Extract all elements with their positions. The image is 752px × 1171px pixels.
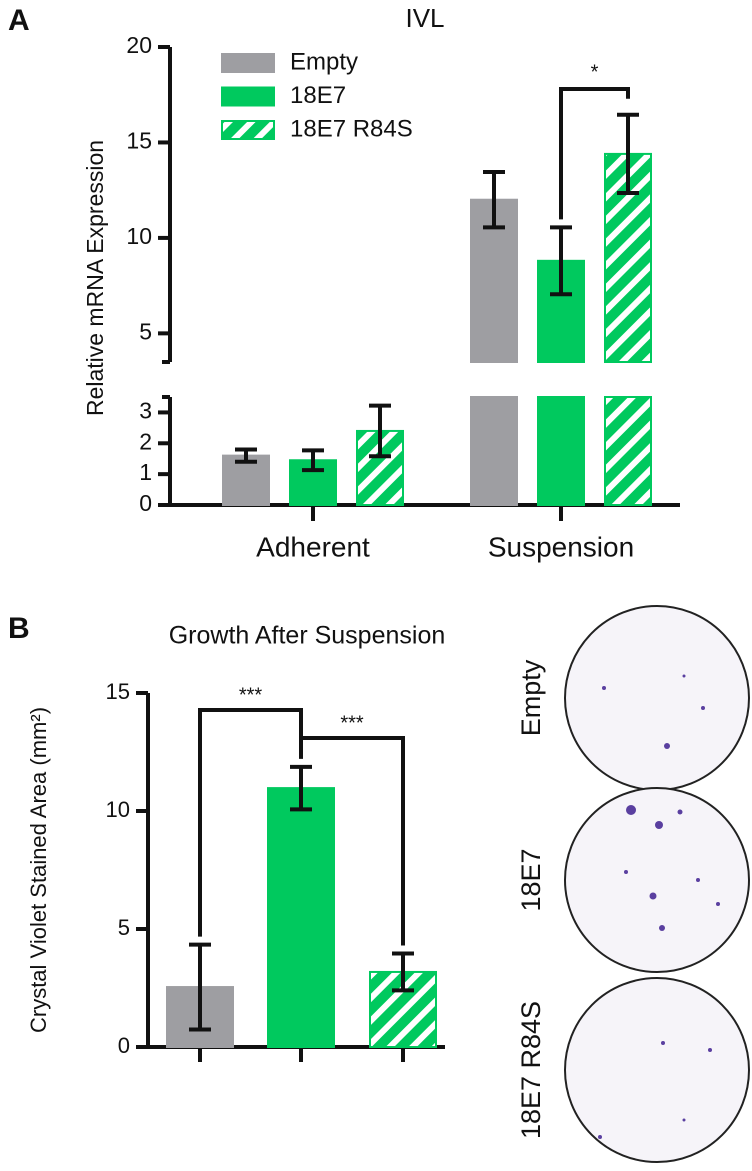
bar (537, 396, 585, 506)
x-tick-label: Suspension (488, 531, 634, 562)
legend-swatch (221, 120, 275, 140)
panel-label: B (8, 612, 30, 645)
plate-label: 18E7 (516, 848, 546, 911)
y-tick-label: 20 (126, 32, 152, 58)
significance-label: *** (239, 684, 263, 706)
legend-label: Empty (290, 48, 358, 75)
y-tick-label: 10 (106, 797, 130, 822)
panel-label: A (8, 4, 30, 37)
plate (564, 605, 750, 791)
significance-bracket (559, 87, 630, 220)
y-tick-label: 15 (106, 679, 130, 704)
plate-label: 18E7 R84S (516, 1001, 546, 1139)
plates: Empty 18E7 18E7 R84S (516, 605, 750, 1163)
bar (267, 787, 335, 1048)
colonies (598, 674, 720, 1139)
legend-swatch (221, 53, 275, 73)
y-tick-label: 5 (118, 915, 130, 940)
significance-bracket (198, 708, 303, 937)
significance-label: *** (340, 712, 364, 734)
y-tick-label: 3 (139, 398, 152, 424)
y-tick-label: 0 (118, 1033, 130, 1058)
y-tick-label: 0 (139, 490, 152, 516)
y-tick-label: 15 (126, 128, 152, 154)
y-axis-label: Crystal Violet Stained Area (mm²) (26, 707, 51, 1033)
plate-label: Empty (516, 659, 546, 736)
plate (564, 787, 750, 973)
significance-label: * (591, 61, 599, 83)
significance-bracket (301, 736, 405, 946)
y-tick-label: 2 (139, 428, 152, 454)
plate (564, 977, 750, 1163)
chart-title: Growth After Suspension (169, 622, 446, 650)
legend-swatch (221, 86, 275, 107)
x-tick-label: Adherent (256, 531, 370, 562)
bar (604, 396, 652, 506)
legend-label: 18E7 R84S (290, 115, 413, 142)
y-tick-label: 5 (139, 318, 152, 344)
y-tick-label: 1 (139, 459, 152, 485)
legend-label: 18E7 (290, 82, 346, 109)
y-axis-label: Relative mRNA Expression (82, 140, 108, 416)
bar (470, 396, 518, 506)
chart-title: IVL (405, 3, 444, 33)
y-tick-label: 10 (126, 223, 152, 249)
